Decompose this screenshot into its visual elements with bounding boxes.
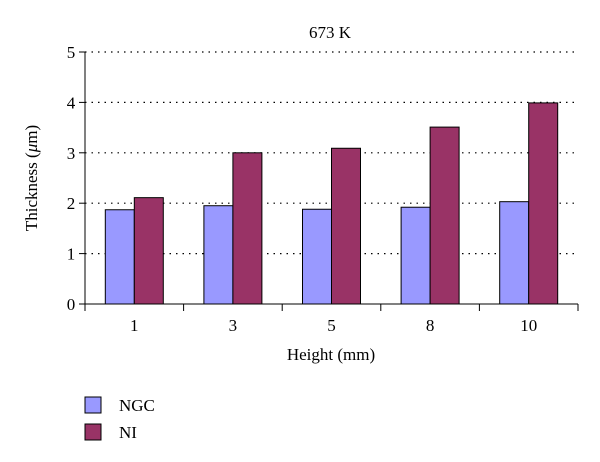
y-tick-label: 3 — [67, 144, 76, 163]
y-tick-label: 1 — [67, 245, 76, 264]
x-tick-label: 3 — [229, 316, 238, 335]
bar-ni-3 — [232, 152, 263, 305]
bar-ngc-10 — [499, 201, 530, 305]
bar-ngc-8 — [400, 206, 431, 305]
x-ticks: 1 3 5 8 10 — [84, 304, 579, 335]
x-axis-label: Height (mm) — [287, 345, 375, 364]
legend-swatch-ngc — [84, 396, 102, 414]
y-axis-label-unit-symbol: μ — [22, 144, 41, 154]
bar-ngc-3 — [203, 205, 234, 305]
legend-label-ngc: NGC — [119, 396, 155, 415]
y-axis-label-prefix: Thickness ( — [22, 152, 41, 231]
y-tick-label: 0 — [67, 295, 76, 314]
legend-swatch-ni — [84, 423, 102, 441]
x-tick-label: 8 — [426, 316, 435, 335]
bar-ni-8 — [429, 126, 460, 305]
y-ticks: 0 1 2 3 4 5 — [67, 43, 85, 314]
y-axis-label-suffix: m) — [22, 125, 41, 144]
chart-title: 673 K — [309, 23, 352, 42]
bars — [104, 102, 559, 305]
y-tick-label: 2 — [67, 194, 76, 213]
bar-ni-1 — [133, 197, 164, 305]
gridlines — [85, 51, 578, 255]
x-tick-label: 5 — [327, 316, 336, 335]
bar-ngc-5 — [302, 208, 332, 305]
legend-label-ni: NI — [119, 423, 137, 442]
bar-ni-10 — [528, 102, 559, 305]
x-tick-label: 1 — [130, 316, 139, 335]
y-tick-label: 5 — [67, 43, 76, 62]
bar-ni-5 — [331, 147, 361, 305]
y-axis-label: Thickness (μm) — [22, 125, 41, 231]
legend: NGC NI — [84, 396, 155, 442]
bar-ngc-1 — [104, 209, 135, 305]
y-tick-label: 4 — [67, 93, 76, 112]
x-tick-label: 10 — [520, 316, 537, 335]
